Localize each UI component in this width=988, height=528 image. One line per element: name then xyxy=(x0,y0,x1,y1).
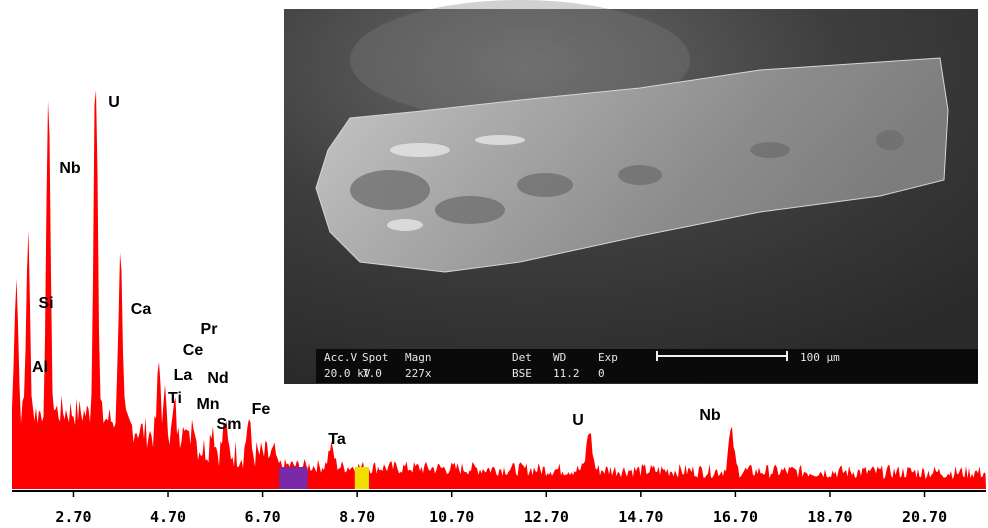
spectrum-plot: 2.70 4.70 6.70 8.70 10.70 12.70 14.70 16.70 18.7… xyxy=(12,90,986,526)
sem-caption-value: 0 xyxy=(598,367,605,380)
peak-label-si: Si xyxy=(38,295,53,312)
peak-label-nd: Nd xyxy=(207,370,228,387)
x-tick-label: 4.70 xyxy=(150,508,186,526)
peak-label-mn: Mn xyxy=(196,396,219,413)
peak-label-ca: Ca xyxy=(131,301,152,318)
sem-caption-row-1: Acc.V Spot Magn Det WD Exp xyxy=(324,351,618,364)
sem-caption-value: BSE xyxy=(512,367,532,380)
scale-bar-label: 100 μm xyxy=(800,351,840,364)
sem-caption-bar xyxy=(316,349,978,383)
sem-caption-header: Magn xyxy=(405,351,432,364)
peak-label-u: U xyxy=(108,94,120,111)
sem-caption-value: 7.0 xyxy=(362,367,382,380)
x-axis-tick-labels: 2.70 4.70 6.70 8.70 10.70 12.70 14.70 16.70 18.7… xyxy=(55,508,947,526)
x-tick-label: 10.70 xyxy=(429,508,474,526)
peak-label-u: U xyxy=(572,412,584,429)
x-tick-label: 16.70 xyxy=(713,508,758,526)
sem-caption-value: 227x xyxy=(405,367,432,380)
sem-caption-row-2: 20.0 kV7.0 227x BSE 11.2 0 xyxy=(324,367,605,380)
highlight-band-1 xyxy=(279,467,308,489)
highlight-bands xyxy=(279,467,369,489)
peak-label-ti: Ti xyxy=(168,390,182,407)
sem-micrograph-inset: Acc.V Spot Magn Det WD Exp 20.0 kV7.0 227x BSE 1… xyxy=(284,0,978,384)
sem-caption-header: Acc.V xyxy=(324,351,357,364)
peak-label-pr: Pr xyxy=(201,321,218,338)
x-tick-label: 6.70 xyxy=(245,508,281,526)
sem-caption-header: Exp xyxy=(598,351,618,364)
x-tick-label: 2.70 xyxy=(55,508,91,526)
x-tick-label: 18.70 xyxy=(807,508,852,526)
grain-bright-specks xyxy=(387,135,525,231)
x-tick-label: 14.70 xyxy=(618,508,663,526)
peak-label-al: Al xyxy=(32,359,48,376)
peak-label-nb: Nb xyxy=(59,160,81,177)
x-tick-label: 20.70 xyxy=(902,508,947,526)
highlight-band-2 xyxy=(354,467,369,489)
peak-label-nb: Nb xyxy=(699,407,721,424)
grain-texture xyxy=(350,130,904,224)
x-tick-label: 12.70 xyxy=(524,508,569,526)
sem-caption-header: Det xyxy=(512,351,532,364)
sem-caption-header: Spot xyxy=(362,351,389,364)
x-axis-ticks xyxy=(72,491,926,497)
x-tick-label: 8.70 xyxy=(339,508,375,526)
sem-caption-value: 20.0 kV xyxy=(324,367,371,380)
peak-labels: Al Si Nb U Ca Ti La Ce Pr Nd Mn Sm Fe Ta U Nb xyxy=(32,94,721,448)
sem-caption-header: WD xyxy=(553,351,566,364)
peak-label-ce: Ce xyxy=(183,342,204,359)
peak-label-fe: Fe xyxy=(252,401,271,418)
spectrum-fill xyxy=(12,90,986,489)
sem-caption-value: 11.2 xyxy=(553,367,580,380)
peak-label-la: La xyxy=(174,367,193,384)
sem-halo xyxy=(350,0,690,120)
peak-label-ta: Ta xyxy=(328,431,346,448)
peak-label-sm: Sm xyxy=(217,416,242,433)
